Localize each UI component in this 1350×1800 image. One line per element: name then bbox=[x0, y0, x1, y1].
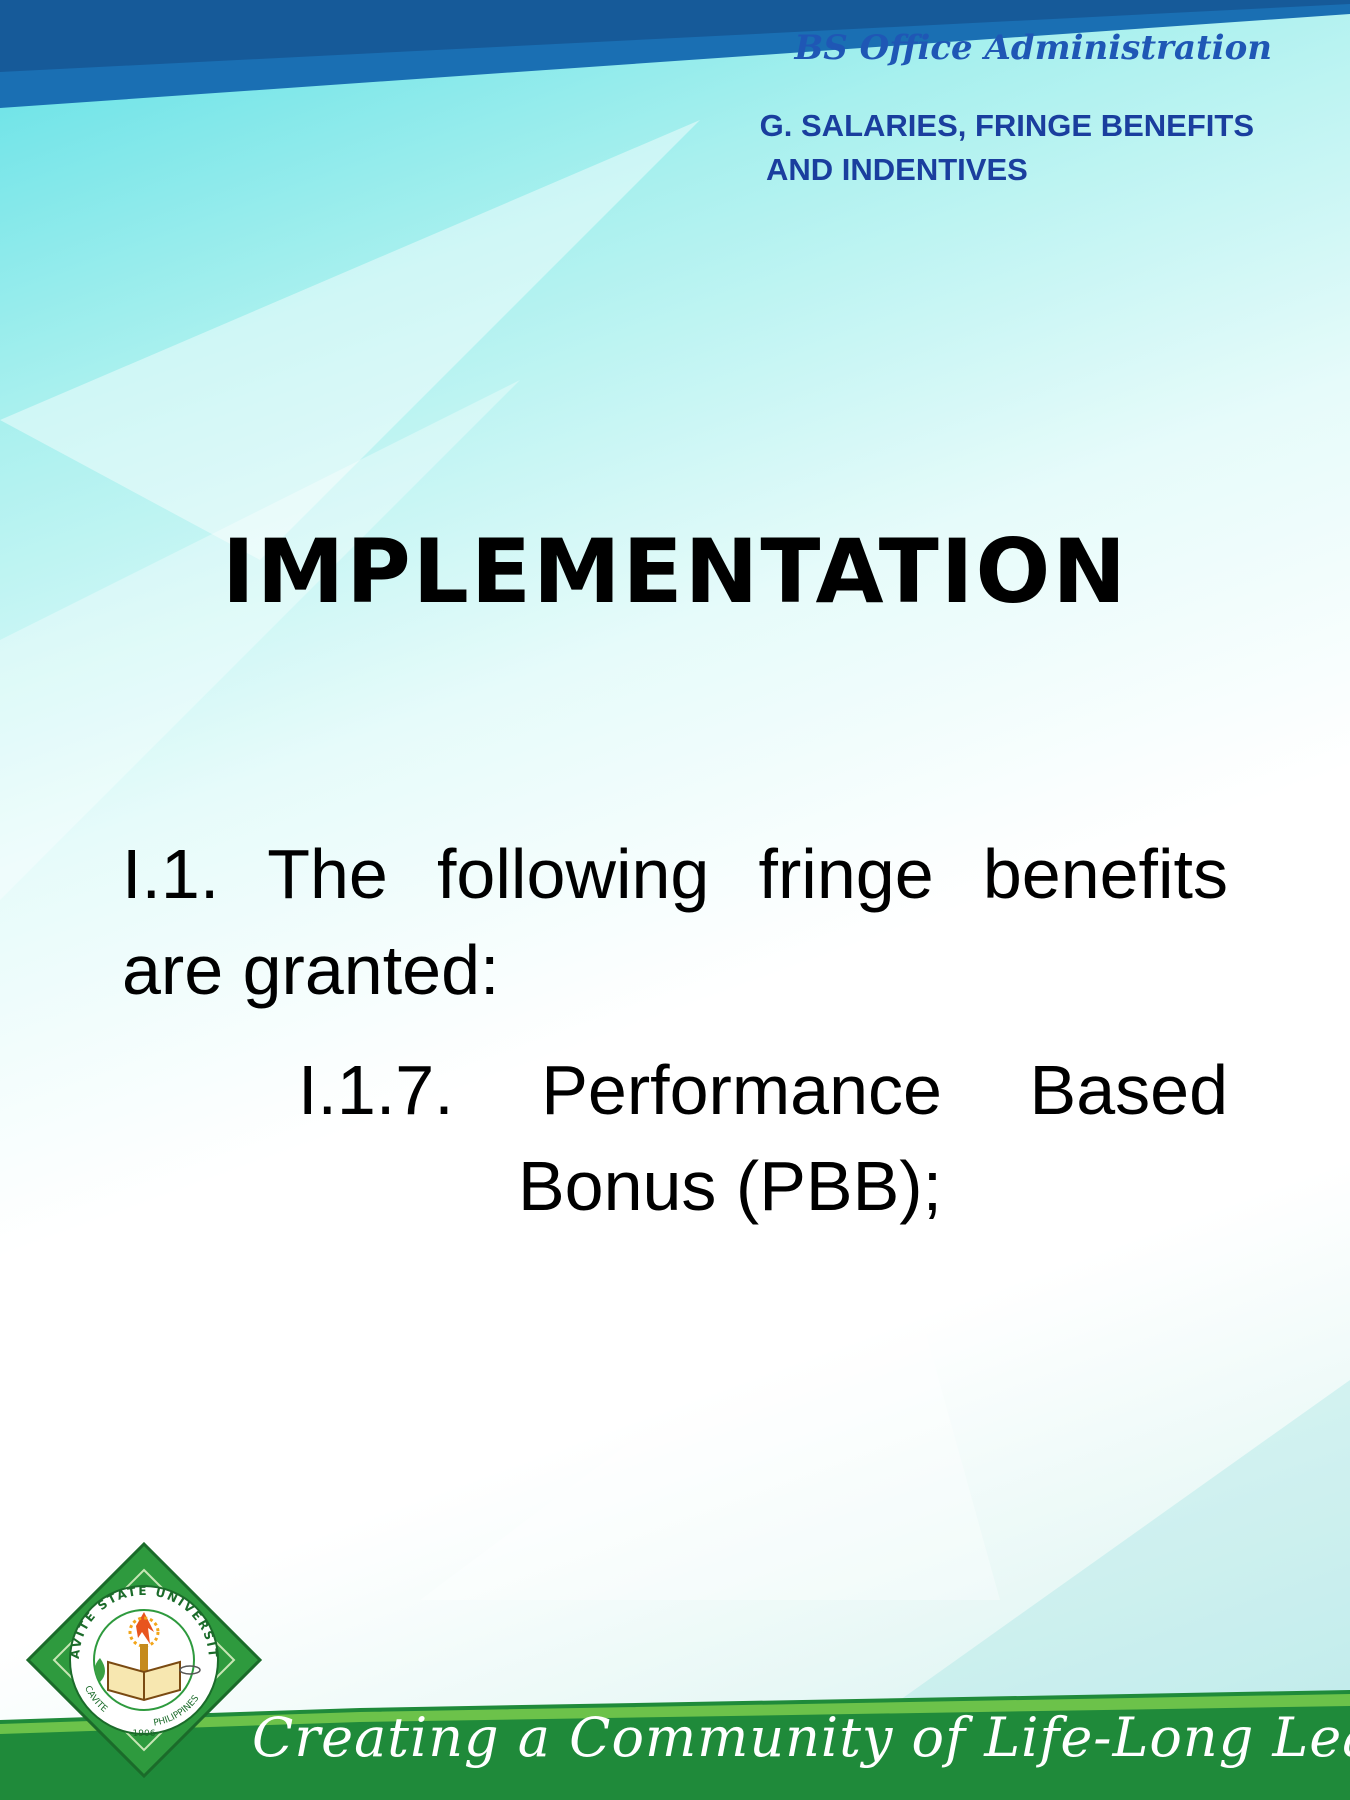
section-heading-line2: AND INDENTIVES bbox=[766, 152, 1028, 187]
main-title: IMPLEMENTATION bbox=[221, 520, 1129, 623]
leaf-icon bbox=[95, 1658, 105, 1682]
sun-icon bbox=[128, 1616, 160, 1648]
seal-year: 1906 bbox=[133, 1729, 156, 1739]
light-streak-1 bbox=[0, 120, 700, 560]
item-1-word-3: fringe bbox=[758, 835, 934, 913]
item-1-word-1: The bbox=[267, 835, 388, 913]
section-heading-line1: G. SALARIES, FRINGE BENEFITS bbox=[759, 108, 1254, 143]
item-1-7-number: I.1.7. bbox=[298, 1051, 454, 1129]
list-item-1: I.1. The following fringe benefits are g… bbox=[122, 826, 1228, 1018]
item-1-word-2: following bbox=[436, 835, 710, 913]
torch-handle-icon bbox=[140, 1644, 148, 1674]
light-streak-4 bbox=[420, 1240, 1000, 1600]
footer-green-band-light bbox=[0, 1694, 1350, 1734]
flame-icon bbox=[136, 1612, 154, 1644]
section-heading: G. SALARIES, FRINGE BENEFITS AND INDENTI… bbox=[694, 104, 1254, 192]
light-streak-2 bbox=[0, 380, 520, 900]
item-1-number: I.1. bbox=[122, 835, 220, 913]
list-item-1-7: I.1.7. Performance Based Bonus (PBB); bbox=[122, 1042, 1228, 1234]
item-1-7-word-1: Performance bbox=[541, 1051, 942, 1129]
program-title: BS Office Administration bbox=[794, 28, 1272, 68]
top-blue-band-dark bbox=[0, 0, 1350, 72]
university-seal-logo: CAVITE STATE UNIVERSITY CAVITE PHILIPPIN… bbox=[24, 1540, 263, 1779]
item-1-7-word-2: Based bbox=[1029, 1051, 1228, 1129]
item-1-continuation: benefits are granted: bbox=[122, 835, 1228, 1009]
atom-icon bbox=[179, 1665, 201, 1675]
item-1-7-continuation: Bonus (PBB); bbox=[517, 1147, 943, 1225]
footer-tagline: Creating a Community of Life-Long Learne… bbox=[252, 1706, 1350, 1769]
light-streak-3 bbox=[900, 1380, 1350, 1700]
item-1-7-first-line: I.1.7. Performance Based bbox=[122, 1042, 1228, 1138]
